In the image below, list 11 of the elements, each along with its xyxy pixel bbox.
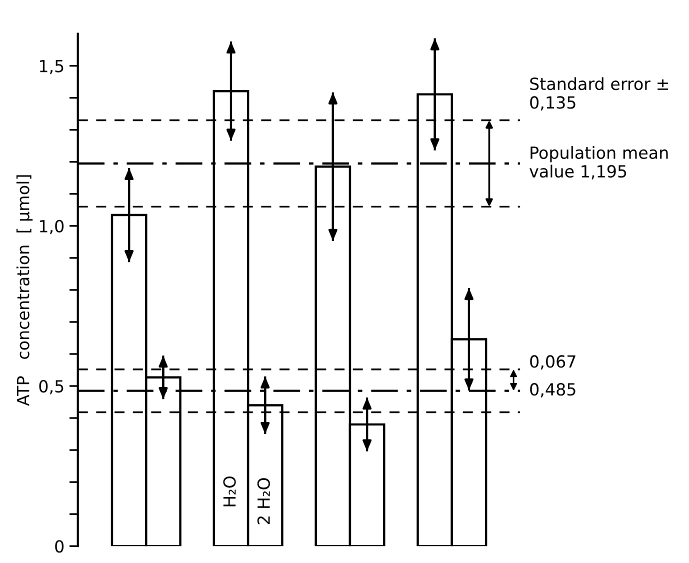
y-tick-label: 0,5: [39, 380, 64, 394]
y-axis-title: ATP concentration [ μmol]: [16, 175, 33, 406]
y-tick-label: 1,0: [40, 220, 64, 234]
series-label: 2 H₂O: [257, 478, 270, 524]
text: Standard error ± 0,135: [530, 77, 668, 110]
series-label: H₂O: [223, 476, 236, 506]
ref-line-label: Population mean value 1,195: [530, 146, 668, 180]
y-tick-label: 1,5: [40, 60, 64, 74]
y-tick-label: 0: [55, 540, 64, 553]
text: 0,067: [530, 355, 576, 370]
ref-line-label: 0,485: [530, 383, 576, 398]
